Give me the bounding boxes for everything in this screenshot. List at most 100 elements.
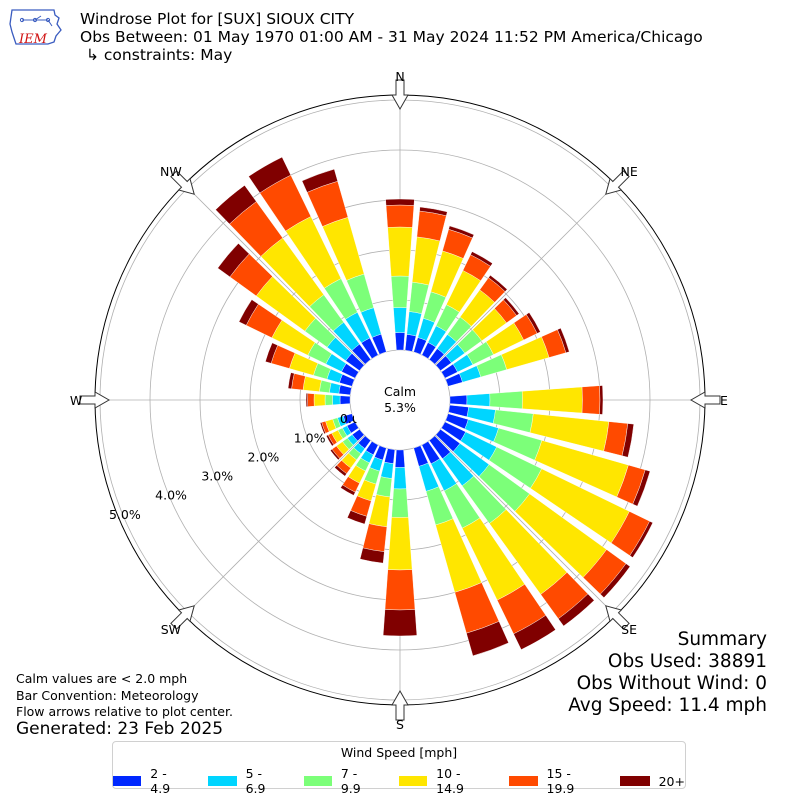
legend-swatch xyxy=(619,776,650,786)
direction-label-ne: NE xyxy=(620,164,637,179)
iem-logo: IEM xyxy=(8,6,64,50)
windrose-bar-segment xyxy=(265,342,278,364)
windrose-bar-segment xyxy=(385,204,415,228)
windrose-bar-segment xyxy=(384,448,396,464)
windrose-bar-segment xyxy=(334,465,347,477)
windrose-bar-segment xyxy=(215,185,257,225)
direction-label-nw: NW xyxy=(160,164,182,179)
avg-speed: Avg Speed: 11.4 mph xyxy=(568,695,767,716)
bar-convention-note: Bar Convention: Meteorology xyxy=(16,687,199,703)
legend-item: 20+ xyxy=(619,766,685,796)
radial-tick-label: 4.0% xyxy=(155,488,187,503)
direction-label-e: E xyxy=(720,393,728,408)
direction-arrows xyxy=(79,79,721,721)
windrose-bar-segment xyxy=(302,376,322,392)
direction-label-sw: SW xyxy=(161,622,181,637)
windrose-bar-segment xyxy=(599,385,604,415)
legend-label: 5 - 6.9 xyxy=(245,766,266,796)
windrose-bar-segment xyxy=(521,386,583,414)
windrose-bar-segment xyxy=(340,484,356,496)
grid-spoke xyxy=(184,184,365,365)
legend-item: 15 - 19.9 xyxy=(509,766,599,796)
notes: Calm values are < 2.0 mph Bar Convention… xyxy=(16,671,233,721)
legend-swatch xyxy=(509,776,538,786)
windrose-bar-segment xyxy=(581,385,601,415)
windrose-bar-segment xyxy=(382,609,418,637)
windrose-bar-segment xyxy=(368,494,391,528)
windrose-bar-segment xyxy=(313,393,326,407)
legend-swatch xyxy=(398,776,428,786)
flow-arrows-note: Flow arrows relative to plot center. xyxy=(16,704,233,719)
windrose-bar-segment xyxy=(394,332,406,351)
windrose-bar-segment xyxy=(384,569,416,611)
direction-arrow xyxy=(391,689,409,721)
obs-used: Obs Used: 38891 xyxy=(607,651,767,672)
calm-label: Calm xyxy=(384,384,416,399)
constraints: ↳ constraints: May xyxy=(86,46,233,64)
legend-label: 10 - 14.9 xyxy=(436,766,464,796)
windrose-bar-segment xyxy=(307,393,315,407)
windrose-bar-segment xyxy=(359,547,385,564)
radial-tick-label: 5.0% xyxy=(109,507,141,522)
windrose-bar-segment xyxy=(324,394,333,406)
direction-label-n: N xyxy=(395,69,404,84)
direction-arrow xyxy=(170,605,195,630)
windrose-bar-segment xyxy=(338,384,352,396)
windrose-bar-segment xyxy=(385,198,415,206)
windrose-bar-segment xyxy=(393,307,407,333)
windrose-bar-segment xyxy=(394,449,406,468)
windrose-bar-segment xyxy=(287,372,295,390)
windrose-bar-segment xyxy=(470,251,493,267)
windrose-bar-segment xyxy=(513,615,556,650)
windrose-bar-segment xyxy=(503,297,520,316)
legend-title: Wind Speed [mph] xyxy=(340,745,458,760)
windrose-bar-segment xyxy=(600,563,631,598)
direction-arrow xyxy=(79,391,111,409)
direction-arrow xyxy=(605,170,630,195)
windrose-bar-segment xyxy=(621,423,634,458)
legend-label: 15 - 19.9 xyxy=(546,766,575,796)
direction-arrow xyxy=(391,79,409,111)
windrose-bar-segment xyxy=(380,461,394,479)
direction-arrow xyxy=(605,605,630,630)
chart-title: Windrose Plot for [SUX] SIOUX CITY xyxy=(80,10,355,28)
windrose-bar-segment xyxy=(339,395,351,405)
legend-swatch xyxy=(208,776,237,786)
windrose-bar-segment xyxy=(526,312,541,334)
obs-period: Obs Between: 01 May 1970 01:00 AM - 31 M… xyxy=(80,28,703,46)
windrose-bar-segment xyxy=(301,168,338,193)
windrose-bar-segment xyxy=(347,510,368,525)
windrose-bar-segment xyxy=(632,469,651,507)
windrose-bar-segment xyxy=(488,274,508,292)
windrose-bar-segment xyxy=(387,226,413,277)
legend-items: 2 - 4.9 5 - 6.9 7 - 9.9 10 - 14.9 15 - 19.9 2… xyxy=(113,766,685,796)
windrose-bar-segment xyxy=(319,422,326,435)
chart-labels: NNEESESSWWNW0.0%1.0%2.0%3.0%4.0%5.0%Calm… xyxy=(70,69,728,732)
grid-spoke xyxy=(435,435,616,616)
grid-spoke xyxy=(435,184,616,365)
windrose-bar-segment xyxy=(332,394,341,406)
generated-date: Generated: 23 Feb 2025 xyxy=(16,719,224,739)
iem-logo-text: IEM xyxy=(18,32,48,47)
calm-note: Calm values are < 2.0 mph xyxy=(16,671,188,686)
calm-circle xyxy=(351,351,449,449)
legend-label: 20+ xyxy=(658,773,685,789)
legend-label: 2 - 4.9 xyxy=(150,766,171,796)
direction-label-s: S xyxy=(396,717,404,732)
windrose-bar-segment xyxy=(629,520,654,558)
calm-value: 5.3% xyxy=(384,400,416,415)
radial-tick-label: 3.0% xyxy=(201,469,233,484)
windrose-bar-segment xyxy=(489,391,523,409)
windrose-bar-segment xyxy=(466,393,491,407)
windrose-bar-segment xyxy=(419,206,448,216)
windrose-bar-segment xyxy=(329,382,341,394)
windrose-bar-segment xyxy=(238,299,259,326)
windrose-bar-segment xyxy=(557,327,570,353)
windrose-bar-segment xyxy=(330,448,340,461)
windrose-bar-segment xyxy=(449,394,468,406)
windrose-bar-segment xyxy=(217,243,250,278)
windrose-bar-segment xyxy=(393,467,407,490)
windrose-bar-segment xyxy=(362,523,388,552)
legend-swatch xyxy=(303,776,332,786)
